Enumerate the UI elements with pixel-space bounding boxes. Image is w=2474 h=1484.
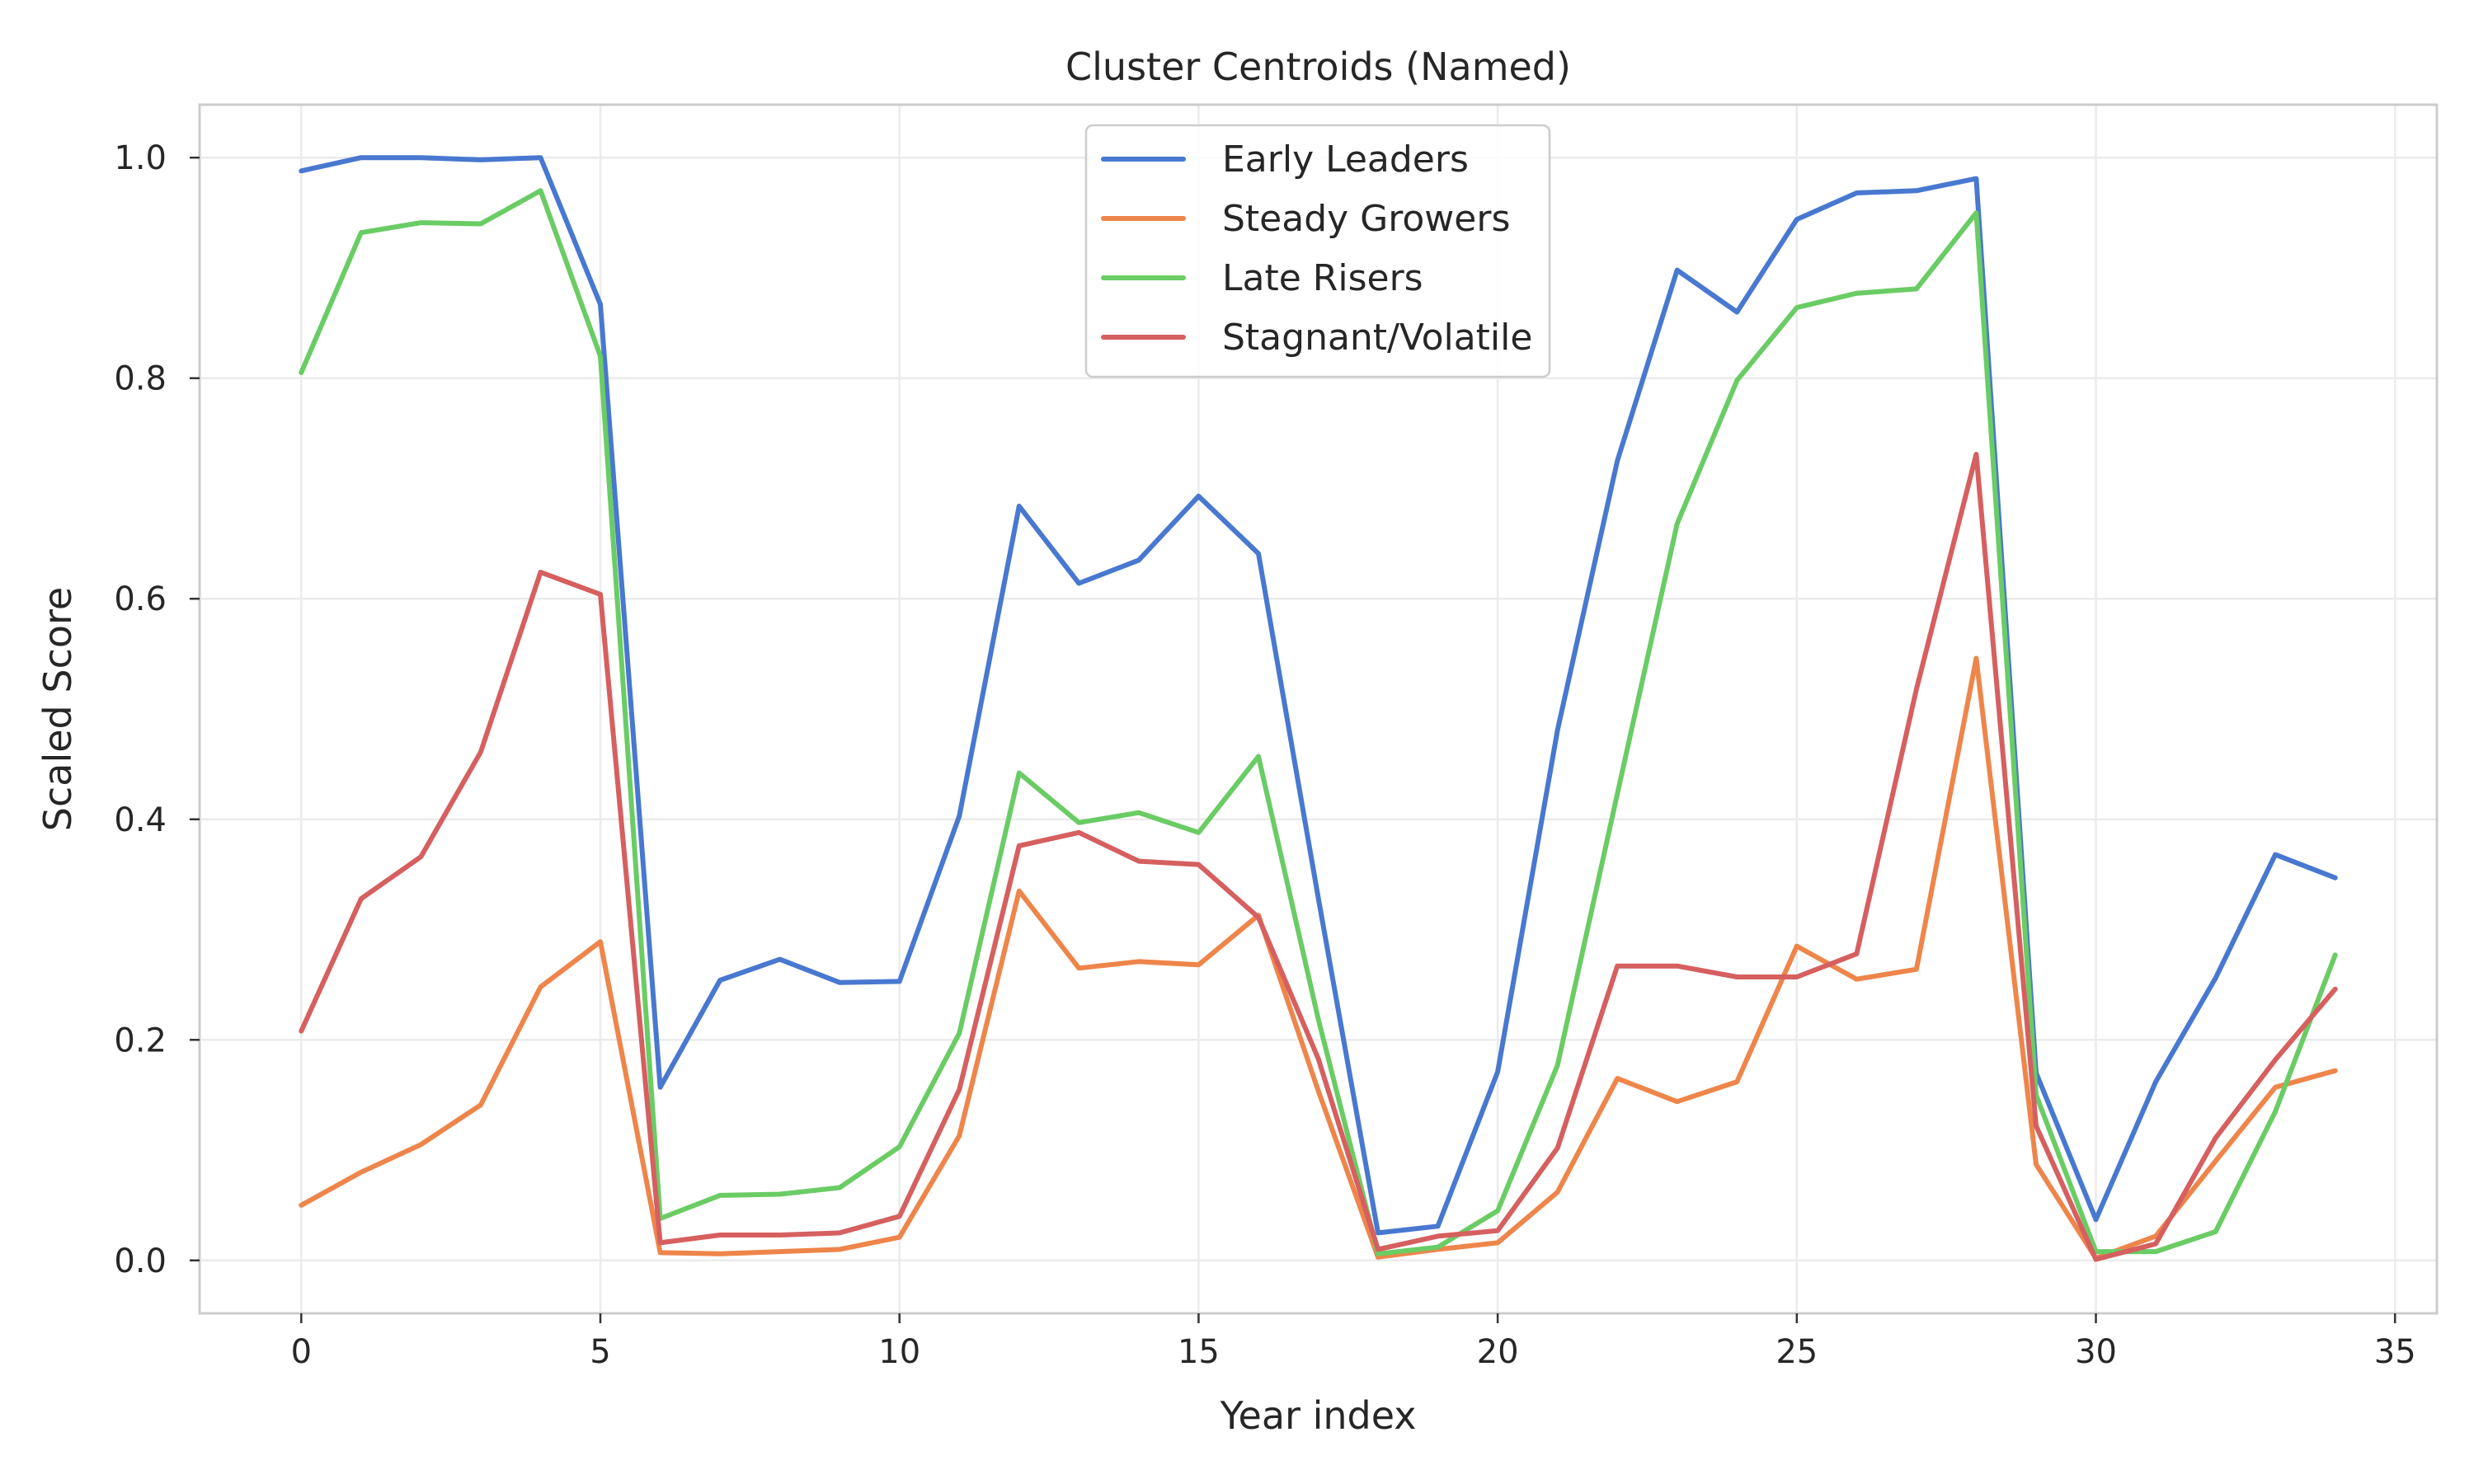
legend-label: Stagnant/Volatile bbox=[1222, 317, 1532, 359]
y-axis-ticks: 0.0 0.2 0.4 0.6 0.8 1.0 bbox=[114, 139, 200, 1280]
plot-frame bbox=[198, 103, 2439, 1315]
x-tick-label: 20 bbox=[1477, 1333, 1519, 1371]
series-line-late-risers bbox=[299, 188, 2338, 1256]
x-tick-label: 25 bbox=[1776, 1333, 1818, 1371]
y-tick-label: 0.0 bbox=[114, 1242, 167, 1280]
x-tick-label: 0 bbox=[291, 1333, 312, 1371]
legend-label: Late Risers bbox=[1222, 257, 1423, 299]
x-tick-label: 35 bbox=[2374, 1333, 2416, 1371]
series-line-steady-growers bbox=[299, 655, 2338, 1261]
series-line-stagnant-volatile bbox=[299, 452, 2338, 1262]
x-tick-label: 10 bbox=[878, 1333, 920, 1371]
y-tick-label: 1.0 bbox=[114, 139, 167, 177]
y-tick-label: 0.4 bbox=[114, 801, 167, 839]
x-tick-label: 30 bbox=[2075, 1333, 2117, 1371]
y-axis-label: Scaled Score bbox=[35, 587, 80, 831]
legend-label: Steady Growers bbox=[1222, 198, 1510, 240]
legend-box bbox=[1084, 124, 1551, 378]
x-axis-ticks: 0 5 10 15 20 25 30 35 bbox=[291, 1313, 2416, 1371]
chart-title: Cluster Centroids (Named) bbox=[1065, 45, 1571, 89]
x-tick-label: 5 bbox=[590, 1333, 610, 1371]
y-tick-label: 0.6 bbox=[114, 580, 167, 618]
y-tick-label: 0.2 bbox=[114, 1021, 167, 1059]
legend: Early Leaders Steady Growers Late Risers St… bbox=[1084, 124, 1551, 378]
y-tick-label: 0.8 bbox=[114, 360, 167, 398]
series-lines bbox=[299, 155, 2338, 1262]
x-tick-label: 15 bbox=[1178, 1333, 1220, 1371]
x-axis-label: Year index bbox=[1220, 1393, 1417, 1438]
legend-label: Early Leaders bbox=[1222, 139, 1469, 181]
